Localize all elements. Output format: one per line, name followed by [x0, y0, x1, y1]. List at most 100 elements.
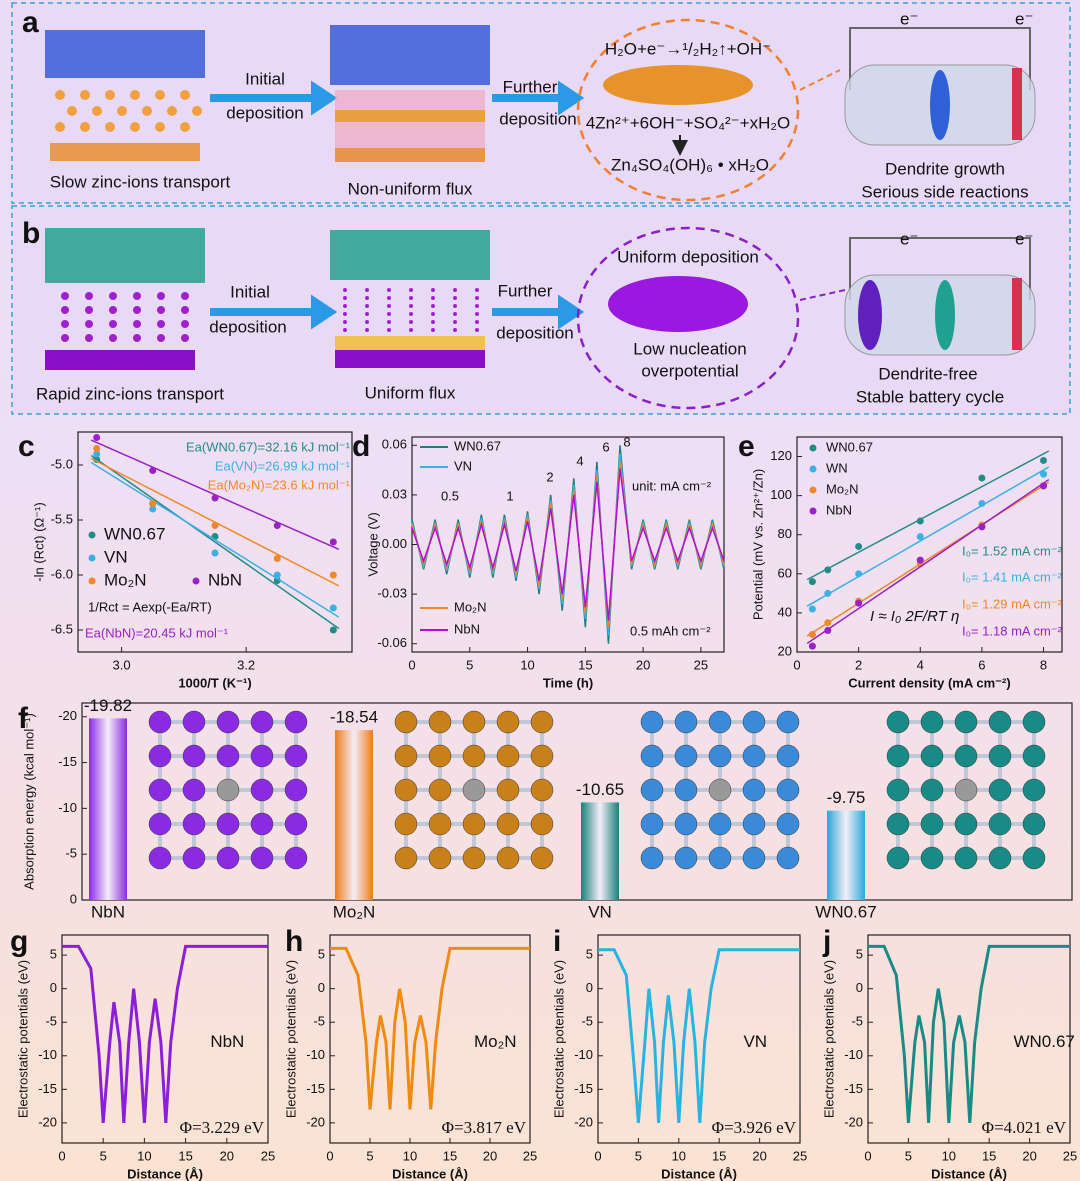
ion	[85, 292, 93, 300]
atom	[920, 710, 944, 734]
point	[329, 538, 337, 546]
ion	[343, 288, 347, 292]
panel-letter: d	[352, 430, 370, 463]
legend-label: VN	[104, 547, 128, 566]
x-tick-label: 15	[578, 657, 592, 672]
atom	[742, 846, 766, 870]
ion	[365, 328, 369, 332]
point	[808, 578, 816, 586]
deposit-layer	[335, 110, 485, 122]
electron: e⁻	[1015, 9, 1033, 28]
x-tick-label: 5	[366, 1148, 373, 1163]
legend-label: NbN	[826, 502, 852, 517]
y-tick-label: -20	[306, 1114, 325, 1129]
atom	[1022, 778, 1046, 802]
work-function: Φ=3.926 eV	[712, 1118, 797, 1137]
ion	[133, 334, 141, 342]
annotation: 4	[576, 453, 583, 468]
ion	[157, 320, 165, 328]
atom	[394, 778, 418, 802]
x-tick-label: Mo₂N	[333, 902, 376, 921]
atom	[776, 812, 800, 836]
bar	[581, 802, 619, 900]
ion	[105, 90, 115, 100]
substrate	[45, 350, 195, 370]
work-function: Φ=3.229 eV	[180, 1118, 265, 1137]
legend-marker	[809, 444, 817, 452]
arrow	[492, 80, 585, 116]
ion	[387, 320, 391, 324]
y-tick-label: 5	[50, 947, 57, 962]
legend-label: WN0.67	[104, 524, 165, 543]
atom	[1022, 744, 1046, 768]
ion	[475, 288, 479, 292]
x-tick-label: 5	[466, 657, 473, 672]
ion	[80, 122, 90, 132]
atom	[462, 778, 486, 802]
atom	[462, 710, 486, 734]
atom	[250, 710, 274, 734]
ion	[343, 328, 347, 332]
x-tick-label: 20	[483, 1148, 497, 1163]
atom	[708, 812, 732, 836]
ions	[55, 90, 202, 132]
x-tick-label: 25	[793, 1148, 807, 1163]
ion	[453, 304, 457, 308]
atom	[250, 778, 274, 802]
bar	[89, 718, 127, 900]
x-tick-label: 25	[694, 657, 708, 672]
point	[1040, 482, 1048, 490]
legend-label: WN	[826, 460, 848, 475]
ion	[181, 334, 189, 342]
y-tick-label: 5	[318, 947, 325, 962]
fit-line	[90, 461, 340, 618]
label: Dendrite growth	[885, 159, 1005, 178]
point	[855, 570, 863, 578]
ion	[431, 312, 435, 316]
y-tick-label: 5	[856, 947, 863, 962]
atom	[496, 778, 520, 802]
atom	[1022, 846, 1046, 870]
annotation: Ea(Mo₂N)=23.6 kJ mol⁻¹	[208, 477, 351, 492]
y-axis-label: Voltage (V)	[365, 512, 380, 576]
plot-frame	[796, 436, 1063, 653]
ion	[409, 304, 413, 308]
ion	[155, 90, 165, 100]
point	[916, 517, 924, 525]
ion	[475, 328, 479, 332]
x-tick-label: VN	[588, 902, 612, 921]
ion	[157, 334, 165, 342]
atom	[1022, 710, 1046, 734]
ion	[453, 288, 457, 292]
atom	[920, 812, 944, 836]
panel-letter: h	[285, 925, 303, 958]
fit-line	[90, 454, 340, 630]
y-tick-label: 0	[50, 980, 57, 995]
label: deposition	[209, 317, 287, 336]
work-function: Φ=4.021 eV	[982, 1118, 1067, 1137]
y-tick-label: 0.06	[382, 437, 407, 452]
y-tick-label: 0	[856, 980, 863, 995]
x-tick-label: 20	[1022, 1148, 1036, 1163]
label: Non-uniform flux	[348, 179, 473, 198]
electrode	[1012, 68, 1022, 140]
legend-marker	[809, 507, 817, 515]
atom	[284, 710, 308, 734]
ion	[387, 296, 391, 300]
ion	[61, 334, 69, 342]
atom	[284, 812, 308, 836]
y-tick-label: 120	[770, 448, 792, 463]
atom	[148, 744, 172, 768]
annotation: I₀= 1.18 mA cm⁻²	[962, 623, 1063, 638]
atom	[1022, 812, 1046, 836]
x-tick-label: 10	[942, 1148, 956, 1163]
atom	[182, 778, 206, 802]
annotation: 6	[602, 439, 609, 454]
legend-label: VN	[454, 458, 472, 473]
label: Stable battery cycle	[856, 387, 1004, 406]
plot-frame	[61, 934, 269, 1144]
point	[211, 494, 219, 502]
y-axis-label: Electrostatic potentials (eV)	[283, 960, 298, 1118]
atom	[394, 812, 418, 836]
y-tick-label: -5	[65, 846, 77, 861]
